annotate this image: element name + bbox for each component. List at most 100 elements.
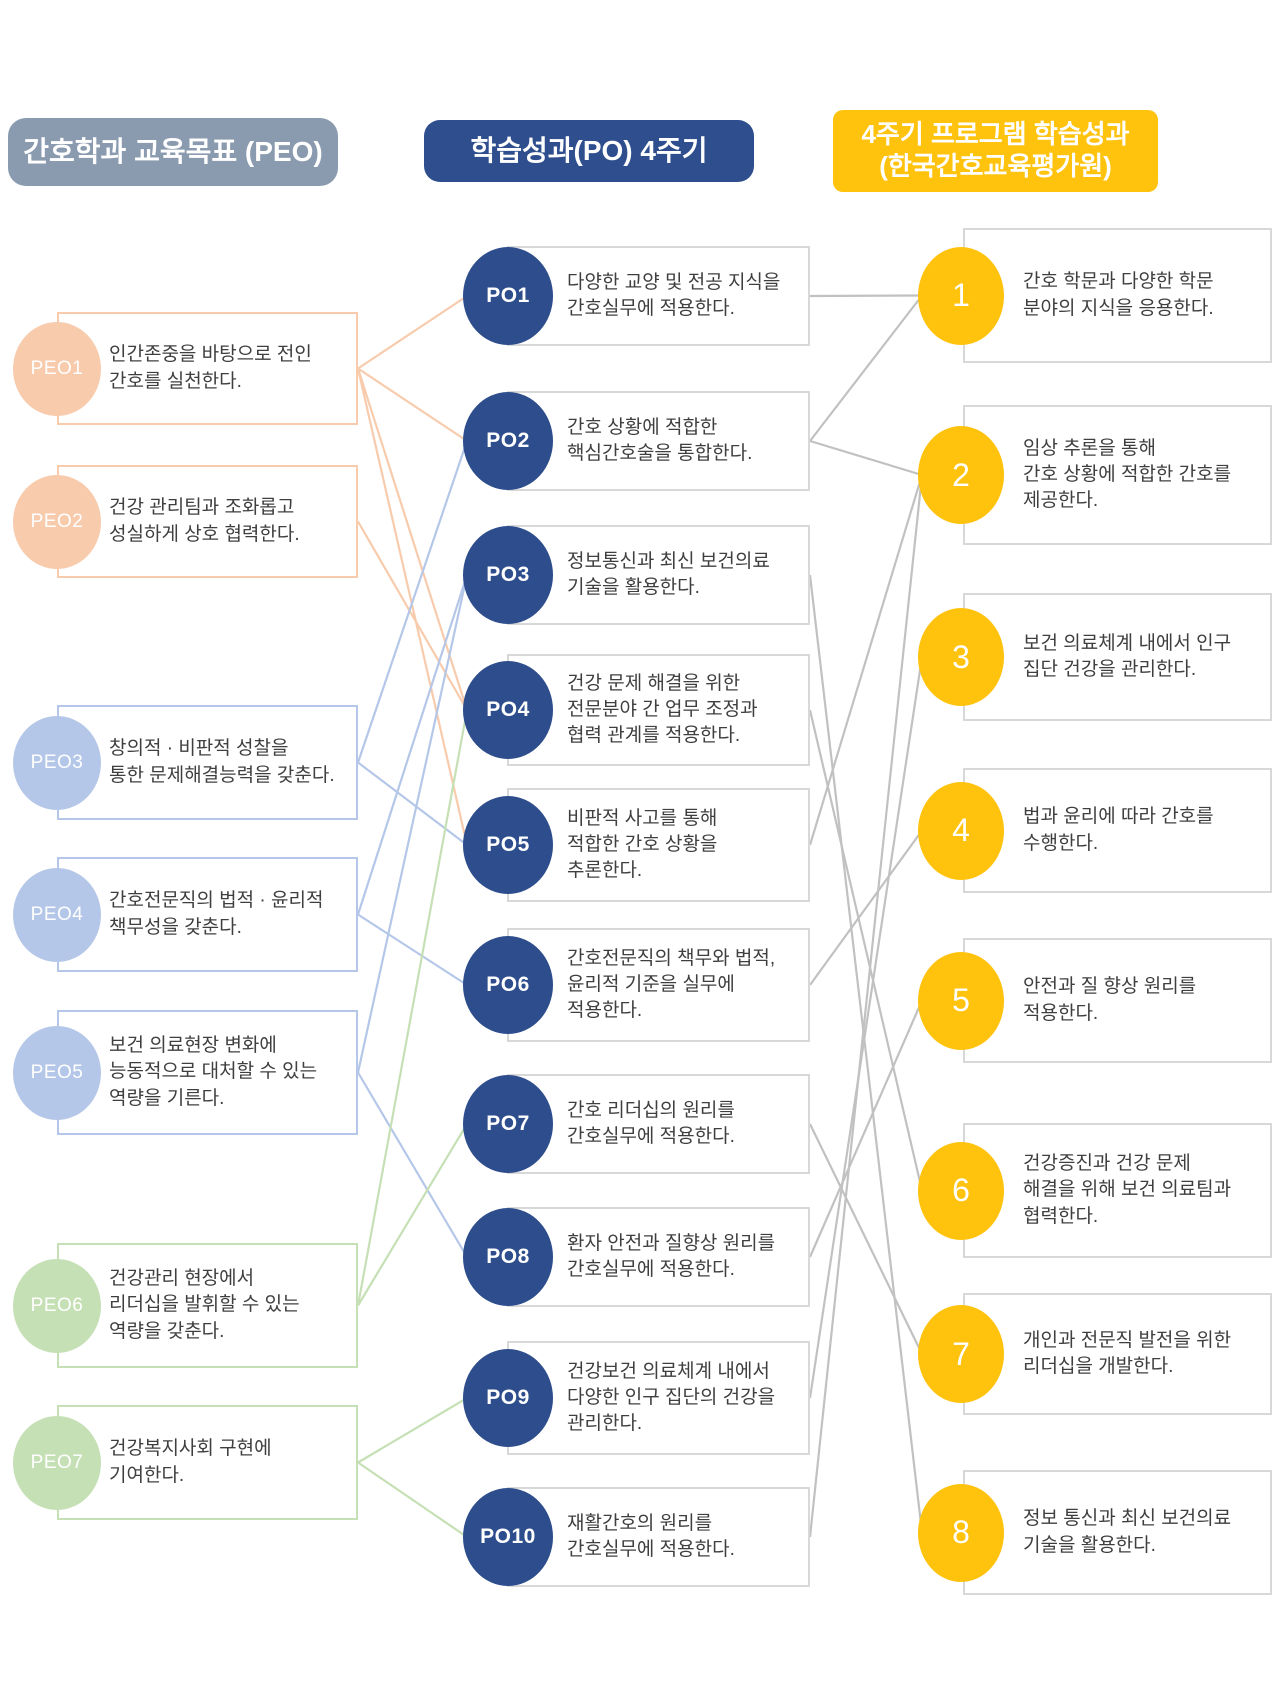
po-circle-po2: PO2 [463, 392, 553, 490]
po-text-po4: 건강 문제 해결을 위한 전문분야 간 업무 조정과 협력 관계를 적용한다. [567, 672, 758, 747]
kabone-circle-k1: 1 [918, 246, 1004, 345]
po-label-po3: PO3 [486, 563, 530, 586]
po-label-po6: PO6 [486, 973, 530, 996]
peo-text-peo6: 건강관리 현장에서 리더십을 발휘할 수 있는 역량을 갖춘다. [109, 1268, 300, 1342]
po-circle-po4: PO4 [463, 661, 553, 759]
kabone-text-k5: 안전과 질 향상 원리를 적용한다. [1023, 976, 1197, 1024]
edge-po7-k7 [809, 1123, 923, 1355]
kabone-box-k1: 간호 학문과 다양한 학문 분야의 지식을 응용한다. [963, 228, 1272, 363]
edge-po9-k3 [808, 656, 924, 1399]
peo-label-peo6: PEO6 [30, 1294, 84, 1316]
kabone-label-k4: 4 [952, 812, 970, 848]
po-circle-po10: PO10 [463, 1488, 553, 1586]
peo-text-peo4: 간호전문직의 법적 · 윤리적 책무성을 갖춘다. [109, 890, 324, 938]
peo-box-peo5: 보건 의료현장 변화에 능동적으로 대처할 수 있는 역량을 기른다. [57, 1010, 358, 1135]
po-box-po9: 건강보건 의료체계 내에서 다양한 인구 집단의 건강을 관리한다. [507, 1341, 810, 1455]
edge-po4-k6 [808, 709, 924, 1191]
po-text-po6: 간호전문직의 책무와 법적, 윤리적 기준을 실무에 적용한다. [567, 947, 776, 1022]
kabone-text-k7: 개인과 전문직 발전을 위한 리더십을 개발한다. [1023, 1329, 1232, 1377]
column-header-po: 학습성과(PO) 4주기 [424, 120, 754, 182]
po-box-po7: 간호 리더십의 원리를 간호실무에 적용한다. [507, 1074, 810, 1174]
peo-label-peo1: PEO1 [30, 357, 84, 379]
edge-po5-k2 [808, 474, 924, 846]
po-circle-po8: PO8 [463, 1208, 553, 1306]
po-box-po5: 비판적 사고를 통해 적합한 간호 상황을 추론한다. [507, 788, 810, 902]
edge-peo3-po2 [356, 440, 469, 763]
edge-peo1-po5 [356, 368, 469, 846]
edge-po10-k2 [808, 474, 924, 1538]
edge-po2-k2 [809, 439, 923, 477]
po-label-po7: PO7 [486, 1112, 530, 1135]
edge-peo5-po8 [357, 1071, 468, 1258]
po-label-po10: PO10 [480, 1525, 536, 1548]
kabone-text-k8: 정보 통신과 최신 보건의료 기술을 활용한다. [1023, 1508, 1232, 1556]
edge-po8-k5 [808, 1000, 924, 1258]
edge-peo5-po3 [356, 574, 469, 1073]
edge-peo4-po6 [357, 913, 468, 986]
kabone-box-k7: 개인과 전문직 발전을 위한 리더십을 개발한다. [963, 1293, 1272, 1415]
peo-circle-peo2: PEO2 [13, 474, 101, 569]
edge-peo3-po5 [357, 761, 468, 846]
peo-box-peo2: 건강 관리팀과 조화롭고 성실하게 상호 협력한다. [57, 465, 358, 578]
kabone-label-k5: 5 [952, 982, 970, 1018]
column-header-peo: 간호학과 교육목표 (PEO) [8, 118, 338, 186]
edge-po3-k8 [808, 574, 924, 1533]
peo-text-peo3: 창의적 · 비판적 성찰을 통한 문제해결능력을 갖춘다. [109, 738, 335, 786]
kabone-label-k8: 8 [952, 1514, 970, 1550]
po-circle-po3: PO3 [463, 526, 553, 624]
po-text-po2: 간호 상황에 적합한 핵심간호술을 통합한다. [567, 416, 753, 464]
kabone-label-k2: 2 [952, 456, 970, 493]
edge-peo2-po4 [357, 520, 468, 711]
po-label-po1: PO1 [486, 284, 530, 307]
kabone-box-k6: 건강증진과 건강 문제 해결을 위해 보건 의료팀과 협력한다. [963, 1123, 1272, 1258]
peo-circle-peo1: PEO1 [13, 321, 101, 416]
edge-po2-k1 [809, 294, 923, 442]
po-box-po4: 건강 문제 해결을 위한 전문분야 간 업무 조정과 협력 관계를 적용한다. [507, 654, 810, 766]
kabone-circle-k4: 4 [918, 781, 1004, 880]
edge-po6-k4 [809, 829, 923, 986]
po-label-po4: PO4 [486, 698, 530, 721]
peo-circle-peo4: PEO4 [13, 867, 101, 962]
edge-peo1-po4 [356, 368, 469, 711]
po-box-po1: 다양한 교양 및 전공 지식을 간호실무에 적용한다. [507, 246, 810, 346]
peo-label-peo2: PEO2 [30, 510, 84, 532]
column-header-kabone: 4주기 프로그램 학습성과 (한국간호교육평가원) [833, 110, 1158, 192]
po-label-po5: PO5 [486, 833, 530, 856]
po-circle-po5: PO5 [463, 796, 553, 894]
kabone-text-k4: 법과 윤리에 따라 간호를 수행한다. [1023, 806, 1214, 854]
edge-peo4-po3 [356, 574, 469, 915]
po-box-po3: 정보통신과 최신 보건의료 기술을 활용한다. [507, 525, 810, 625]
po-box-po8: 환자 안전과 질향상 원리를 간호실무에 적용한다. [507, 1207, 810, 1307]
edge-peo1-po2 [357, 367, 468, 442]
peo-circle-peo5: PEO5 [13, 1025, 101, 1120]
po-box-po6: 간호전문직의 책무와 법적, 윤리적 기준을 실무에 적용한다. [507, 928, 810, 1042]
peo-box-peo7: 건강복지사회 구현에 기여한다. [57, 1405, 358, 1520]
edge-peo6-po7 [357, 1123, 468, 1307]
peo-circle-peo3: PEO3 [13, 715, 101, 810]
peo-box-peo6: 건강관리 현장에서 리더십을 발휘할 수 있는 역량을 갖춘다. [57, 1243, 358, 1368]
kabone-label-k1: 1 [952, 277, 970, 313]
kabone-circle-k7: 7 [918, 1305, 1004, 1403]
peo-box-peo4: 간호전문직의 법적 · 윤리적 책무성을 갖춘다. [57, 857, 358, 972]
po-label-po8: PO8 [486, 1245, 530, 1268]
kabone-box-k2: 임상 추론을 통해 간호 상황에 적합한 간호를 제공한다. [963, 405, 1272, 545]
edge-peo6-po4 [356, 709, 469, 1306]
po-circle-po7: PO7 [463, 1075, 553, 1173]
kabone-text-k6: 건강증진과 건강 문제 해결을 위해 보건 의료팀과 협력한다. [1023, 1153, 1232, 1227]
edge-peo7-po10 [357, 1461, 468, 1538]
po-text-po8: 환자 안전과 질향상 원리를 간호실무에 적용한다. [567, 1232, 776, 1280]
po-box-po2: 간호 상황에 적합한 핵심간호술을 통합한다. [507, 391, 810, 491]
po-label-po2: PO2 [486, 429, 530, 452]
edge-po1-k1 [809, 294, 923, 298]
po-circle-po9: PO9 [463, 1349, 553, 1447]
po-circle-po1: PO1 [463, 247, 553, 345]
peo-label-peo7: PEO7 [30, 1451, 84, 1473]
kabone-circle-k8: 8 [918, 1483, 1004, 1582]
peo-text-peo1: 인간존중을 바탕으로 전인 간호를 실천한다. [109, 344, 312, 392]
peo-text-peo5: 보건 의료현장 변화에 능동적으로 대처할 수 있는 역량을 기른다. [109, 1035, 318, 1109]
edge-peo1-po1 [357, 295, 468, 370]
edge-peo7-po9 [357, 1397, 468, 1464]
po-text-po7: 간호 리더십의 원리를 간호실무에 적용한다. [567, 1099, 735, 1147]
po-box-po10: 재활간호의 원리를 간호실무에 적용한다. [507, 1487, 810, 1587]
